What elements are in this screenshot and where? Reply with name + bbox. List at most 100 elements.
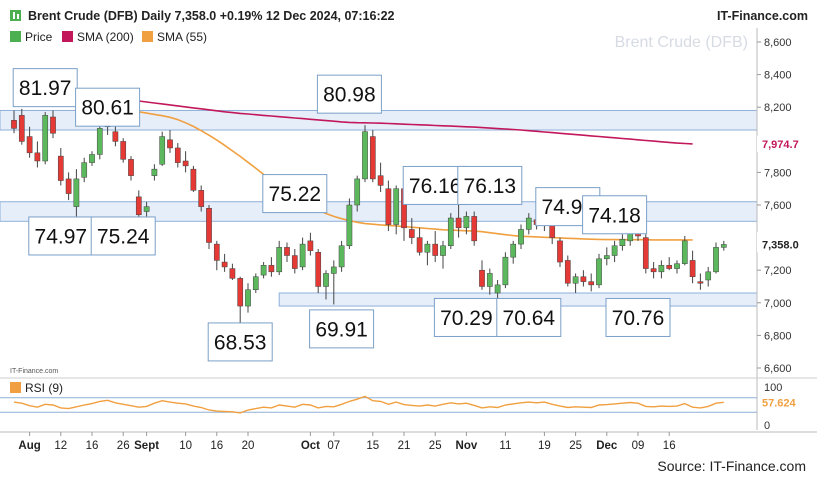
candle (447, 213, 454, 250)
y-tick-label: 7,200 (764, 265, 792, 277)
price-annotation: 69.91 (309, 309, 375, 349)
rsi-panel: RSI (9) 100 0 57.624 (0, 381, 797, 432)
candle-body (135, 196, 142, 216)
price-plot-area: 81.97 80.61 80.98 74.97 75.24 75.22 76.16 76.13… (0, 68, 758, 362)
legend-swatch (142, 31, 153, 42)
candle-body (666, 265, 673, 269)
x-tick-label: 07 (327, 440, 340, 452)
candle-body (674, 263, 680, 269)
annotation-box (262, 174, 328, 214)
rsi-legend-swatch (10, 382, 21, 393)
x-tick-label: Oct (301, 440, 320, 452)
candle-body (346, 204, 353, 246)
y-tick-label: 6,800 (764, 330, 792, 342)
candle (57, 147, 64, 186)
annotation-box (316, 74, 382, 114)
candle (564, 255, 571, 287)
x-tick-label: Nov (456, 440, 478, 452)
x-tick-label: 16 (663, 440, 676, 452)
y-tick-label: 6,600 (764, 363, 792, 375)
candle (471, 211, 478, 246)
candle (268, 257, 275, 277)
candle-body (221, 261, 228, 268)
price-tags: 7,974.77,386.67,358.0 (757, 135, 817, 253)
candle (713, 242, 719, 274)
price-annotation: 81.97 (12, 68, 78, 108)
candle (245, 283, 251, 313)
candle (221, 253, 228, 272)
candle (440, 240, 446, 269)
candle (96, 123, 103, 160)
candle-body (42, 115, 49, 162)
candle-body (65, 178, 72, 194)
candle-body (471, 216, 478, 242)
candle-body (237, 278, 244, 307)
x-tick-label: Dec (596, 440, 618, 452)
candle (237, 276, 244, 326)
candle (525, 213, 532, 235)
annotation-value: 75.24 (97, 225, 150, 248)
candle-body (260, 265, 267, 276)
candle-body (689, 260, 696, 277)
sma200-price-tag: 7,974.7 (757, 135, 817, 152)
candle (572, 273, 579, 294)
candle-body (510, 243, 517, 258)
candle-body (525, 217, 532, 230)
annotation-box (402, 165, 468, 205)
rsi-value-tag: 57.624 (762, 397, 797, 409)
legend-label: SMA (55) (157, 30, 207, 44)
annotation-value: 80.98 (323, 84, 376, 107)
candle-body (354, 178, 361, 206)
candle-body (276, 247, 283, 273)
candle-body (603, 255, 610, 260)
y-tick-label: 8,200 (764, 102, 792, 114)
legend-swatch (62, 31, 73, 42)
annotation-value: 74.18 (588, 204, 641, 227)
candle-body (720, 244, 727, 248)
candle (463, 211, 470, 235)
candle (323, 270, 329, 300)
annotation-box (605, 297, 671, 337)
price-annotation: 76.16 (402, 165, 468, 205)
candle-body (432, 243, 439, 256)
x-tick-label: 15 (366, 440, 379, 452)
candle (50, 110, 56, 139)
brand-label[interactable]: IT-Finance.com (717, 9, 808, 23)
candle-body (174, 147, 181, 163)
candle-body (96, 128, 103, 155)
x-tick-label: 21 (398, 440, 411, 452)
candle-body (299, 243, 306, 268)
annotation-box (457, 165, 523, 205)
candle-body (291, 255, 298, 269)
candle (455, 205, 462, 238)
price-annotation: 75.24 (90, 216, 156, 256)
legend: Price SMA (200) SMA (55) (10, 30, 207, 44)
price-annotation: 68.53 (207, 322, 273, 362)
candle (167, 130, 173, 153)
candle-body (424, 243, 431, 253)
x-tick-label: Sept (134, 440, 159, 452)
candle-body (658, 265, 665, 273)
candle (190, 165, 197, 192)
x-axis-ticks: Aug 12 16 26 Sept 10 16 20 Oct 07 15 21 25 Nov 11 19 25 D… (18, 432, 676, 452)
candle (697, 273, 704, 290)
candle (73, 169, 80, 217)
candle (518, 224, 524, 250)
candle (424, 240, 431, 266)
candle (494, 279, 501, 300)
annotation-value: 80.61 (81, 97, 134, 120)
candle (120, 138, 127, 163)
candle (408, 218, 415, 245)
annotation-value: 70.76 (612, 307, 665, 330)
price-tag-text: 7,358.0 (762, 239, 799, 251)
candle (596, 253, 602, 289)
x-tick-label: 25 (569, 440, 582, 452)
candle-body (143, 206, 150, 212)
annotation-box (90, 216, 156, 256)
chart-title: Brent Crude (DFB) Daily 7,358.0 +0.19% 1… (28, 9, 395, 23)
candle-body (369, 136, 376, 180)
candle-body (159, 136, 166, 165)
candle-body (229, 268, 236, 279)
candle-body (11, 119, 17, 129)
candle-body (182, 160, 189, 167)
